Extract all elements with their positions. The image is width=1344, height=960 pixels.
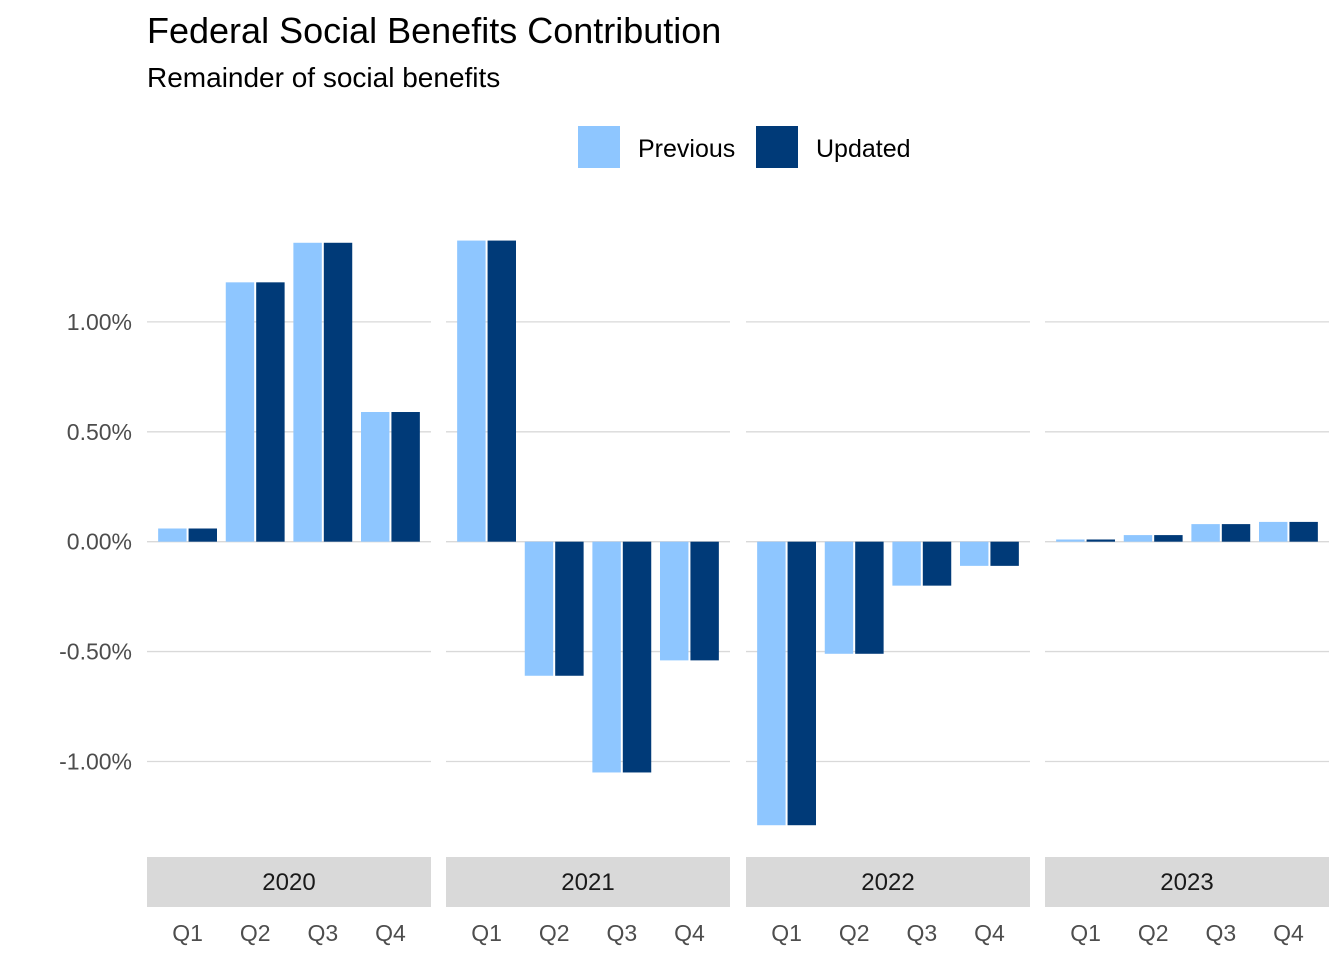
x-tick-label: Q3 <box>1205 920 1236 946</box>
bar-2023-q3-updated <box>1221 524 1251 542</box>
bar-2021-q3-previous <box>592 541 621 773</box>
chart-subtitle: Remainder of social benefits <box>147 62 501 93</box>
bar-2020-q2-updated <box>256 282 285 542</box>
y-tick-label: -1.00% <box>59 748 132 774</box>
x-tick-label: Q4 <box>974 920 1005 946</box>
bar-2022-q2-updated <box>855 541 884 654</box>
x-tick-label: Q1 <box>771 920 802 946</box>
facet-strip <box>1045 857 1329 907</box>
facet-label: 2023 <box>1160 869 1213 896</box>
bar-2023-q2-updated <box>1154 535 1183 542</box>
bar-2022-q4-previous <box>960 541 989 566</box>
bar-2023-q1-updated <box>1086 539 1115 542</box>
bar-2021-q4-updated <box>690 541 719 661</box>
bar-2020-q3-updated <box>323 242 353 542</box>
bar-2022-q1-previous <box>757 541 786 826</box>
y-tick-label: 0.00% <box>67 529 132 555</box>
legend-key-updated <box>756 126 798 168</box>
x-tick-label: Q1 <box>172 920 203 946</box>
bar-2021-q4-previous <box>660 541 689 661</box>
x-tick-label: Q3 <box>606 920 637 946</box>
bar-2022-q3-updated <box>922 541 952 586</box>
bar-2021-q2-previous <box>524 541 554 676</box>
bar-2022-q2-previous <box>824 541 854 654</box>
x-tick-label: Q3 <box>906 920 937 946</box>
x-tick-label: Q3 <box>307 920 338 946</box>
x-tick-label: Q4 <box>375 920 406 946</box>
x-tick-label: Q4 <box>1273 920 1304 946</box>
facet-label: 2020 <box>262 869 315 896</box>
x-tick-label: Q2 <box>240 920 271 946</box>
bar-2023-q1-previous <box>1056 539 1085 542</box>
bar-2020-q2-previous <box>225 282 255 542</box>
bar-2020-q4-updated <box>391 412 420 542</box>
y-tick-label: -0.50% <box>59 639 132 665</box>
x-tick-label: Q2 <box>839 920 870 946</box>
x-tick-label: Q2 <box>539 920 570 946</box>
bar-2020-q4-previous <box>361 412 390 542</box>
bar-2023-q4-updated <box>1289 521 1318 542</box>
facet-strip <box>746 857 1030 907</box>
bar-2020-q3-previous <box>293 242 322 542</box>
bar-2023-q3-previous <box>1191 524 1220 542</box>
bar-2021-q1-previous <box>457 240 486 542</box>
y-tick-label: 1.00% <box>67 309 132 335</box>
y-tick-label: 0.50% <box>67 419 132 445</box>
bar-2022-q1-updated <box>787 541 816 826</box>
facet-strip <box>147 857 431 907</box>
bar-2020-q1-updated <box>188 528 217 542</box>
bar-2021-q2-updated <box>555 541 584 676</box>
legend-label-updated: Updated <box>816 135 911 163</box>
x-tick-label: Q1 <box>1070 920 1101 946</box>
x-tick-label: Q1 <box>471 920 502 946</box>
bar-2022-q3-previous <box>892 541 921 586</box>
chart-title: Federal Social Benefits Contribution <box>147 10 722 51</box>
bar-2023-q2-previous <box>1123 535 1153 542</box>
x-tick-label: Q4 <box>674 920 705 946</box>
bar-2022-q4-updated <box>990 541 1019 566</box>
legend-key-previous <box>578 126 620 168</box>
facet-label: 2022 <box>861 869 914 896</box>
facet-strip <box>446 857 730 907</box>
bar-2021-q3-updated <box>622 541 652 773</box>
legend-label-previous: Previous <box>638 135 735 163</box>
x-tick-label: Q2 <box>1138 920 1169 946</box>
facet-label: 2021 <box>561 869 614 896</box>
bar-2021-q1-updated <box>487 240 516 542</box>
bar-2020-q1-previous <box>158 528 187 542</box>
bar-2023-q4-previous <box>1259 521 1288 542</box>
